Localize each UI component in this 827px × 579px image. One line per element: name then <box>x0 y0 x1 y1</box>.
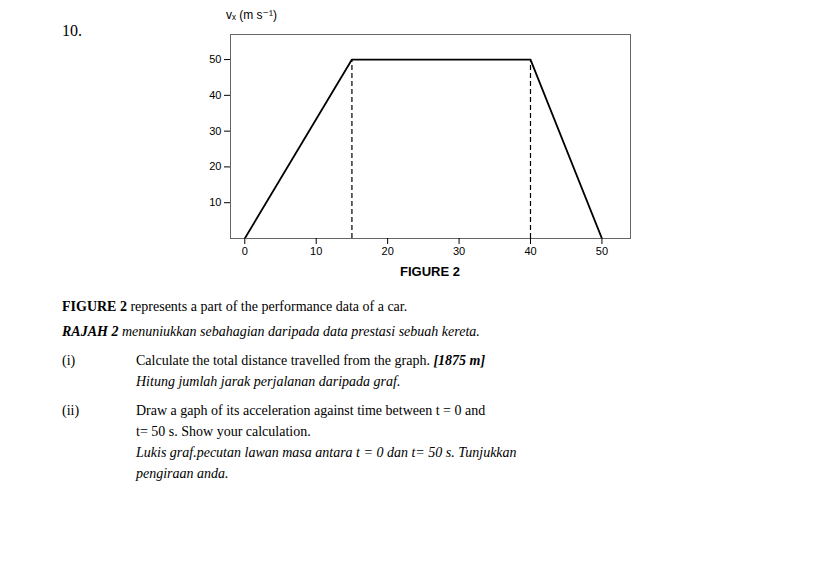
svg-text:0: 0 <box>242 245 248 257</box>
svg-text:40: 40 <box>524 245 536 257</box>
html-text:(i): (i) <box>62 353 76 368</box>
html-text:t= 50 s. Show your calculation: t= 50 s. Show your calculation. <box>136 424 311 439</box>
html-text:RAJAH 2 menuniukkan sebahagian: RAJAH 2 menuniukkan sebahagian daripada … <box>62 324 480 339</box>
svg-text:50: 50 <box>596 245 608 257</box>
html-text:10.: 10. <box>62 22 82 39</box>
html-text:Draw a gaph of its acceleratio: Draw a gaph of its acceleration against … <box>136 403 486 418</box>
html-text:Calculate the total distance t: Calculate the total distance travelled f… <box>136 353 486 368</box>
html-text:(ii): (ii) <box>62 403 80 418</box>
html-text:Hitung jumlah jarak perjalanan: Hitung jumlah jarak perjalanan daripada … <box>136 374 401 389</box>
svg-text:50: 50 <box>209 53 221 65</box>
svg-text:40: 40 <box>209 89 221 101</box>
html-text:vₓ (m s⁻¹): vₓ (m s⁻¹) <box>226 8 277 22</box>
html-text:FIGURE 2 represents a part of: FIGURE 2 represents a part of the perfor… <box>62 299 408 314</box>
html-text:Lukis graf.pecutan lawan masa: Lukis graf.pecutan lawan masa antara t =… <box>136 445 517 460</box>
svg-text:10: 10 <box>209 196 221 208</box>
svg-text:20: 20 <box>382 245 394 257</box>
svg-text:30: 30 <box>453 245 465 257</box>
html-text:FIGURE 2: FIGURE 2 <box>400 264 460 279</box>
svg-text:30: 30 <box>209 125 221 137</box>
html-text:pengiraan anda.: pengiraan anda. <box>136 466 229 481</box>
svg-text:10: 10 <box>310 245 322 257</box>
svg-text:20: 20 <box>209 160 221 172</box>
